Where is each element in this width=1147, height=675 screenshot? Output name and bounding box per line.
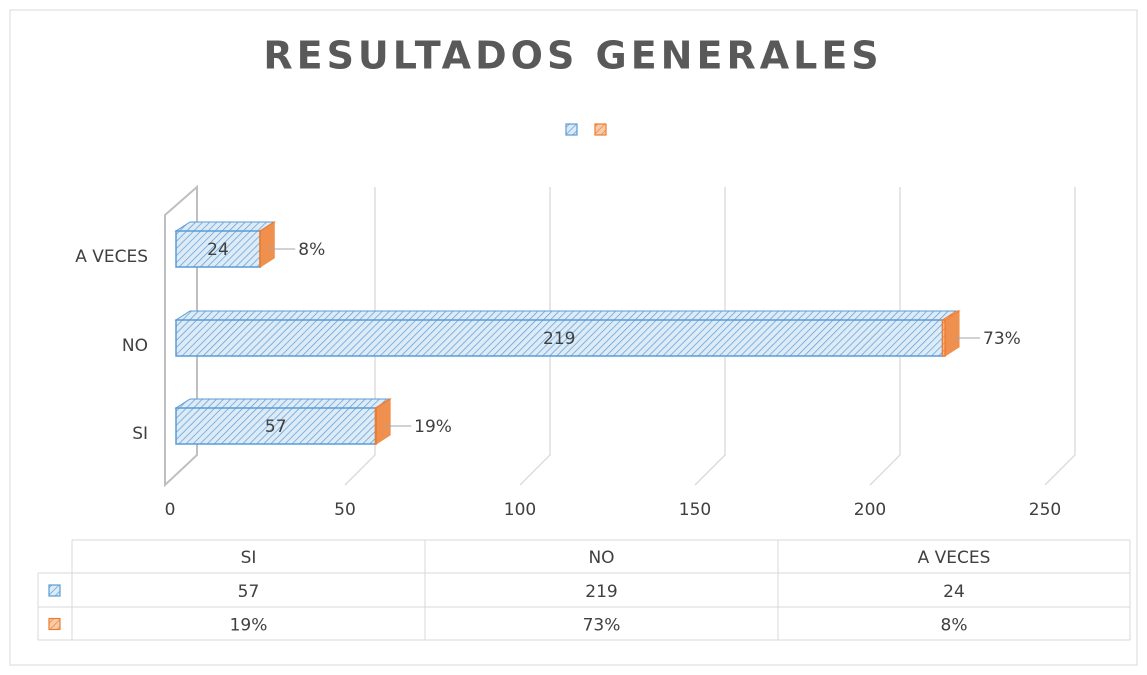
bar-side <box>375 398 391 445</box>
bar <box>175 230 261 268</box>
chart-title: RESULTADOS GENERALES <box>263 34 882 78</box>
y-tick-label: SI <box>132 424 148 444</box>
table-legend-key <box>48 617 61 631</box>
y-tick-label: A VECES <box>75 247 148 267</box>
data-label: 19% <box>414 417 452 437</box>
bar <box>175 319 944 357</box>
data-label: 219 <box>543 329 575 349</box>
table-header: SI <box>241 548 257 568</box>
table-legend-key <box>48 584 61 597</box>
legend-swatch <box>565 123 578 136</box>
data-label: 73% <box>983 329 1021 349</box>
x-tick-label: 0 <box>165 500 176 520</box>
grid-line <box>344 187 376 486</box>
grid-line <box>519 187 551 486</box>
x-tick-label: 250 <box>1029 500 1061 520</box>
bar-top <box>174 398 392 409</box>
x-tick-label: 200 <box>854 500 886 520</box>
x-tick-label: 150 <box>679 500 711 520</box>
bar-side <box>944 310 960 357</box>
data-label: 57 <box>265 417 287 437</box>
bar-side <box>259 221 275 268</box>
grid-line <box>869 187 901 486</box>
table-cell: 8% <box>941 616 968 636</box>
data-label: 24 <box>207 240 229 260</box>
table-cell: 219 <box>585 582 617 602</box>
y-tick-label: NO <box>122 336 148 356</box>
x-tick-label: 50 <box>334 500 356 520</box>
bar-top <box>174 310 959 321</box>
x-tick-label: 100 <box>504 500 536 520</box>
table-header: NO <box>588 548 614 568</box>
grid-line <box>1044 187 1076 486</box>
table-cell: 19% <box>230 616 268 636</box>
data-label: 8% <box>298 240 325 260</box>
legend-swatch <box>594 123 607 136</box>
table-cell: 24 <box>943 582 965 602</box>
table-cell: 57 <box>238 582 260 602</box>
side-wall <box>164 184 198 488</box>
grid-line <box>694 187 726 486</box>
table-header: A VECES <box>918 548 991 568</box>
bar-top <box>174 221 276 232</box>
table-cell: 73% <box>583 616 621 636</box>
